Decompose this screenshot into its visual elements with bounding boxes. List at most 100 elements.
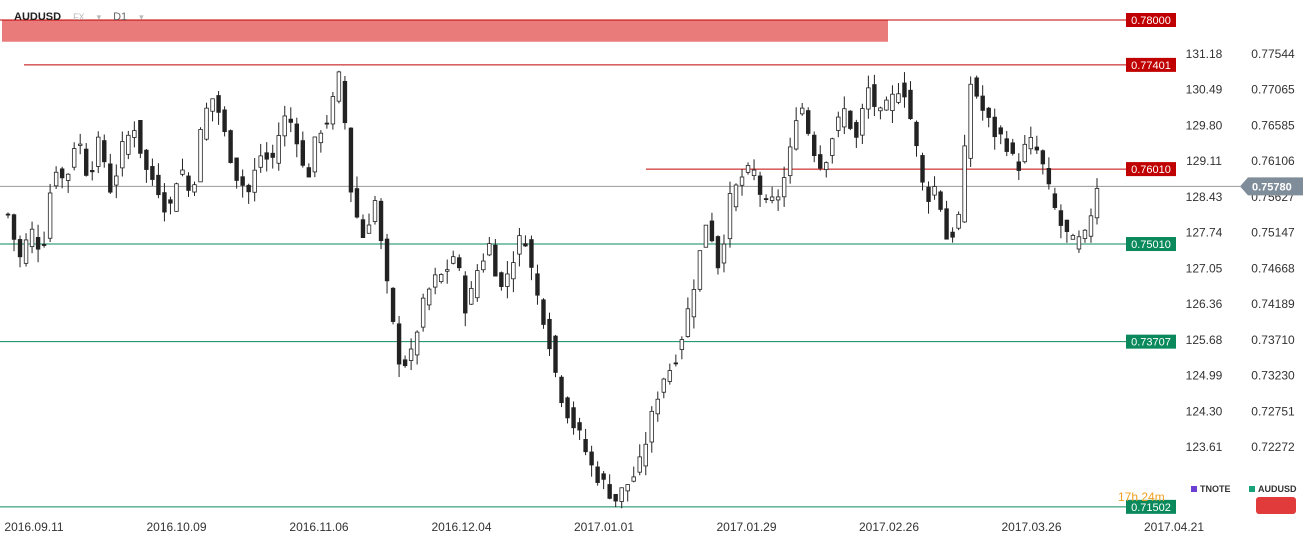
candle: [77, 133, 83, 155]
candle: [11, 213, 17, 252]
right-tick-label: 0.72751: [1251, 404, 1295, 418]
candle: [144, 148, 149, 183]
left-tick-label: 124.30: [1186, 404, 1223, 418]
candle: [691, 279, 697, 329]
candle-body: [174, 183, 179, 212]
level-label-0.75010: 0.75010: [1131, 239, 1171, 251]
candle: [932, 176, 937, 200]
candle: [631, 466, 636, 483]
candle: [974, 75, 979, 99]
candle: [1040, 149, 1046, 175]
candle: [685, 297, 691, 338]
candle: [998, 125, 1003, 145]
candle-body: [601, 473, 606, 480]
legend-item-audusd[interactable]: AUDUSD: [1249, 484, 1297, 494]
candle-body: [902, 82, 907, 98]
candle-body: [144, 149, 149, 170]
candle-body: [763, 198, 769, 200]
candle: [90, 161, 95, 181]
candle: [451, 250, 456, 265]
candle: [366, 213, 372, 234]
candle-body: [667, 370, 673, 382]
candle-body: [156, 174, 161, 196]
candle: [1004, 130, 1009, 157]
candle-body: [1016, 161, 1021, 171]
candle: [980, 85, 985, 121]
candle-body: [787, 146, 793, 177]
supply-zone: [2, 20, 888, 42]
symbol-label[interactable]: AUDUSD: [14, 11, 62, 23]
candle: [469, 281, 474, 305]
candle: [438, 273, 444, 284]
candle-body: [679, 339, 685, 350]
x-tick-label: 2016.12.04: [431, 520, 491, 534]
timeframe-dropdown-icon[interactable]: ▾: [139, 11, 144, 22]
candle: [1088, 208, 1094, 243]
right-tick-label: 0.77065: [1251, 83, 1295, 97]
trade-button[interactable]: [1256, 497, 1296, 514]
candle: [697, 250, 703, 292]
right-tick-label: 0.76106: [1251, 154, 1295, 168]
candle: [186, 172, 191, 197]
candle-body: [697, 250, 703, 290]
candle: [968, 76, 973, 167]
candle-body: [432, 274, 438, 288]
right-y-axis: 0.775440.770650.765850.761060.756270.751…: [1251, 47, 1295, 454]
candle-body: [366, 224, 372, 234]
x-axis: 2016.09.11 2016.10.09 2016.11.06 2016.12.04…: [4, 520, 1204, 534]
candle-body: [1004, 138, 1009, 152]
candle: [577, 417, 582, 441]
candle-body: [637, 456, 642, 473]
timeframe-label[interactable]: D1: [113, 11, 128, 23]
candle: [854, 119, 859, 148]
candle-body: [198, 129, 203, 183]
left-tick-label: 130.49: [1186, 83, 1223, 97]
legend-item-tnote[interactable]: TNOTE: [1191, 484, 1231, 494]
candle-body: [1088, 215, 1094, 237]
candle: [559, 375, 564, 408]
candle-body: [986, 107, 991, 118]
candle-body: [775, 196, 781, 201]
candle-body: [499, 272, 504, 287]
candle: [312, 136, 318, 178]
candle: [709, 212, 715, 243]
candle: [818, 145, 823, 171]
candle-body: [180, 169, 185, 175]
level-label-bg-0.76010: [1126, 162, 1176, 177]
candle: [902, 72, 907, 108]
candle: [240, 169, 245, 198]
candle: [1046, 157, 1052, 190]
right-tick-label: 0.74668: [1251, 261, 1295, 275]
candle-body: [300, 140, 306, 166]
symbol-dropdown-icon[interactable]: ▾: [96, 11, 102, 22]
x-tick-label: 2016.10.09: [146, 520, 206, 534]
candle-body: [836, 116, 841, 131]
candle: [270, 144, 275, 169]
candle-body: [90, 170, 95, 173]
candle: [180, 158, 185, 177]
candle-body: [222, 109, 227, 132]
candle-body: [1094, 188, 1100, 219]
candle-body: [619, 487, 624, 502]
candle-body: [120, 141, 125, 169]
candle: [727, 181, 733, 248]
candle-body: [547, 318, 552, 350]
chart-header: AUDUSD FX ▾ D1 ▾: [14, 11, 144, 23]
candle-body: [396, 323, 402, 365]
candle-body: [559, 376, 564, 404]
candle: [872, 74, 877, 117]
x-tick-label: 2017.01.01: [574, 520, 634, 534]
candle-body: [842, 108, 847, 128]
candle-body: [511, 262, 516, 280]
candle: [908, 81, 913, 120]
candle-body: [769, 196, 775, 201]
candle-body: [102, 140, 107, 163]
candle: [120, 131, 125, 177]
candle: [336, 70, 342, 104]
candle-body: [830, 138, 835, 156]
level-label-bg-0.73707: [1126, 334, 1176, 349]
candle: [288, 107, 293, 133]
candle: [156, 163, 161, 199]
candle: [962, 134, 967, 223]
